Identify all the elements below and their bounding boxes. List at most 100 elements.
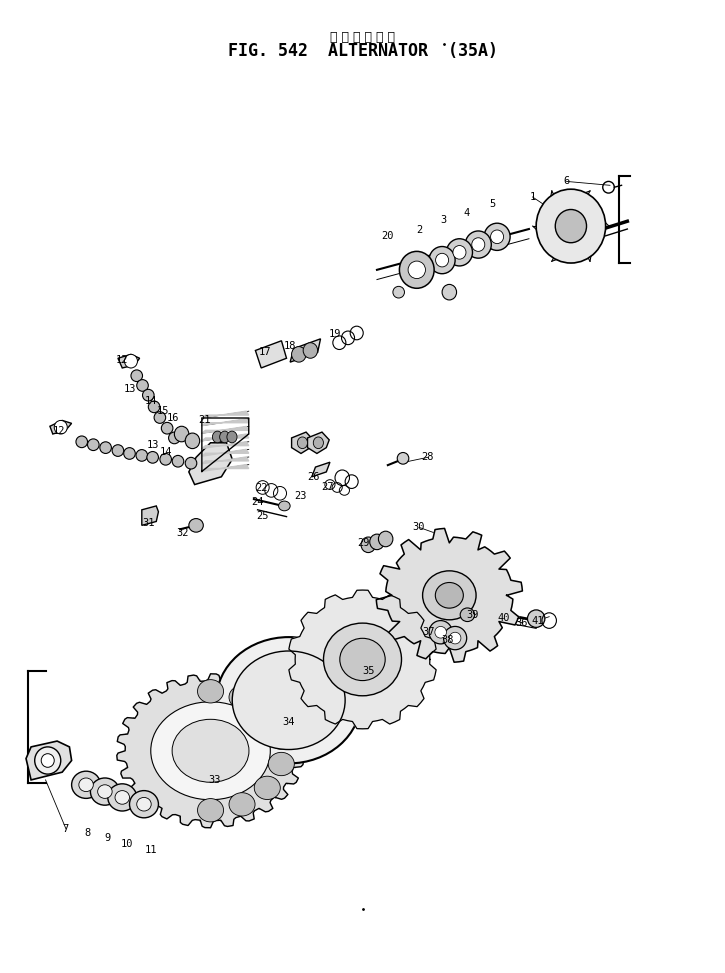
Ellipse shape	[216, 637, 361, 764]
Text: 40: 40	[497, 613, 510, 623]
Ellipse shape	[340, 638, 385, 680]
Polygon shape	[202, 465, 249, 472]
Text: 6: 6	[563, 176, 570, 187]
Ellipse shape	[98, 785, 112, 799]
Text: 7: 7	[62, 823, 69, 834]
Ellipse shape	[169, 432, 180, 444]
Text: 27: 27	[321, 482, 334, 491]
Ellipse shape	[212, 431, 223, 443]
Text: 2: 2	[416, 225, 422, 235]
Ellipse shape	[41, 754, 54, 768]
Text: 16: 16	[167, 414, 179, 423]
Text: 33: 33	[208, 775, 220, 785]
Text: 23: 23	[295, 491, 307, 501]
Text: オ ル タ ネ ー タ: オ ル タ ネ ー タ	[330, 31, 395, 44]
Text: 5: 5	[489, 198, 496, 209]
Polygon shape	[290, 339, 320, 362]
Ellipse shape	[232, 651, 345, 749]
Text: 26: 26	[307, 472, 320, 482]
Text: 10: 10	[121, 839, 133, 849]
Ellipse shape	[460, 608, 475, 622]
Polygon shape	[26, 741, 72, 780]
Ellipse shape	[147, 451, 159, 463]
Ellipse shape	[115, 791, 130, 805]
Text: 24: 24	[252, 497, 264, 507]
Ellipse shape	[436, 253, 449, 267]
Ellipse shape	[108, 784, 137, 811]
Text: 1: 1	[529, 192, 536, 202]
Ellipse shape	[297, 437, 307, 449]
Ellipse shape	[220, 431, 230, 443]
Ellipse shape	[399, 251, 434, 288]
Ellipse shape	[185, 457, 196, 469]
Ellipse shape	[88, 439, 99, 450]
Ellipse shape	[151, 702, 270, 800]
Ellipse shape	[393, 286, 405, 298]
Ellipse shape	[278, 501, 290, 511]
Ellipse shape	[254, 776, 281, 800]
Ellipse shape	[268, 726, 294, 749]
Ellipse shape	[303, 342, 318, 358]
Text: 11: 11	[145, 845, 157, 855]
Ellipse shape	[149, 401, 160, 413]
Polygon shape	[117, 674, 304, 828]
Polygon shape	[307, 432, 329, 453]
Ellipse shape	[472, 237, 485, 251]
Polygon shape	[202, 442, 249, 449]
Ellipse shape	[76, 436, 88, 448]
Ellipse shape	[197, 799, 223, 822]
Ellipse shape	[137, 798, 152, 811]
Ellipse shape	[397, 452, 409, 464]
Polygon shape	[312, 462, 330, 477]
Ellipse shape	[197, 680, 223, 703]
Ellipse shape	[154, 412, 166, 423]
Polygon shape	[202, 418, 249, 425]
Ellipse shape	[91, 778, 120, 806]
Ellipse shape	[254, 703, 281, 725]
Ellipse shape	[453, 245, 466, 259]
Ellipse shape	[370, 534, 384, 550]
Ellipse shape	[378, 531, 393, 547]
Polygon shape	[118, 354, 140, 368]
Polygon shape	[202, 412, 249, 418]
Text: 35: 35	[362, 667, 375, 676]
Ellipse shape	[465, 231, 492, 258]
Ellipse shape	[447, 238, 473, 266]
Polygon shape	[142, 506, 159, 525]
Text: FIG. 542  ALTERNATOR  (35A): FIG. 542 ALTERNATOR (35A)	[228, 42, 497, 60]
Text: 36: 36	[515, 618, 528, 628]
Polygon shape	[50, 420, 72, 434]
Ellipse shape	[185, 433, 199, 449]
Text: 14: 14	[145, 396, 157, 406]
Ellipse shape	[137, 379, 149, 391]
Polygon shape	[376, 528, 523, 663]
Ellipse shape	[124, 448, 136, 459]
Ellipse shape	[323, 623, 402, 696]
Ellipse shape	[172, 719, 249, 782]
Text: 12: 12	[116, 355, 128, 365]
Ellipse shape	[229, 686, 255, 709]
Text: 28: 28	[421, 452, 434, 462]
Polygon shape	[291, 432, 313, 453]
Ellipse shape	[555, 209, 587, 242]
Ellipse shape	[450, 632, 461, 644]
Ellipse shape	[528, 610, 545, 628]
Ellipse shape	[268, 752, 294, 775]
Text: 21: 21	[199, 415, 211, 425]
Ellipse shape	[162, 422, 173, 434]
Ellipse shape	[125, 354, 138, 368]
Text: 41: 41	[531, 616, 544, 626]
Ellipse shape	[112, 445, 124, 456]
Text: 9: 9	[104, 833, 111, 844]
Ellipse shape	[130, 791, 159, 818]
Text: 8: 8	[84, 828, 91, 839]
Text: 4: 4	[463, 207, 470, 218]
Ellipse shape	[136, 450, 148, 461]
Ellipse shape	[435, 627, 447, 638]
Ellipse shape	[444, 627, 467, 650]
Text: 32: 32	[177, 528, 189, 538]
Ellipse shape	[54, 420, 67, 434]
Ellipse shape	[100, 442, 112, 453]
Ellipse shape	[429, 246, 455, 273]
Text: 29: 29	[357, 538, 370, 548]
